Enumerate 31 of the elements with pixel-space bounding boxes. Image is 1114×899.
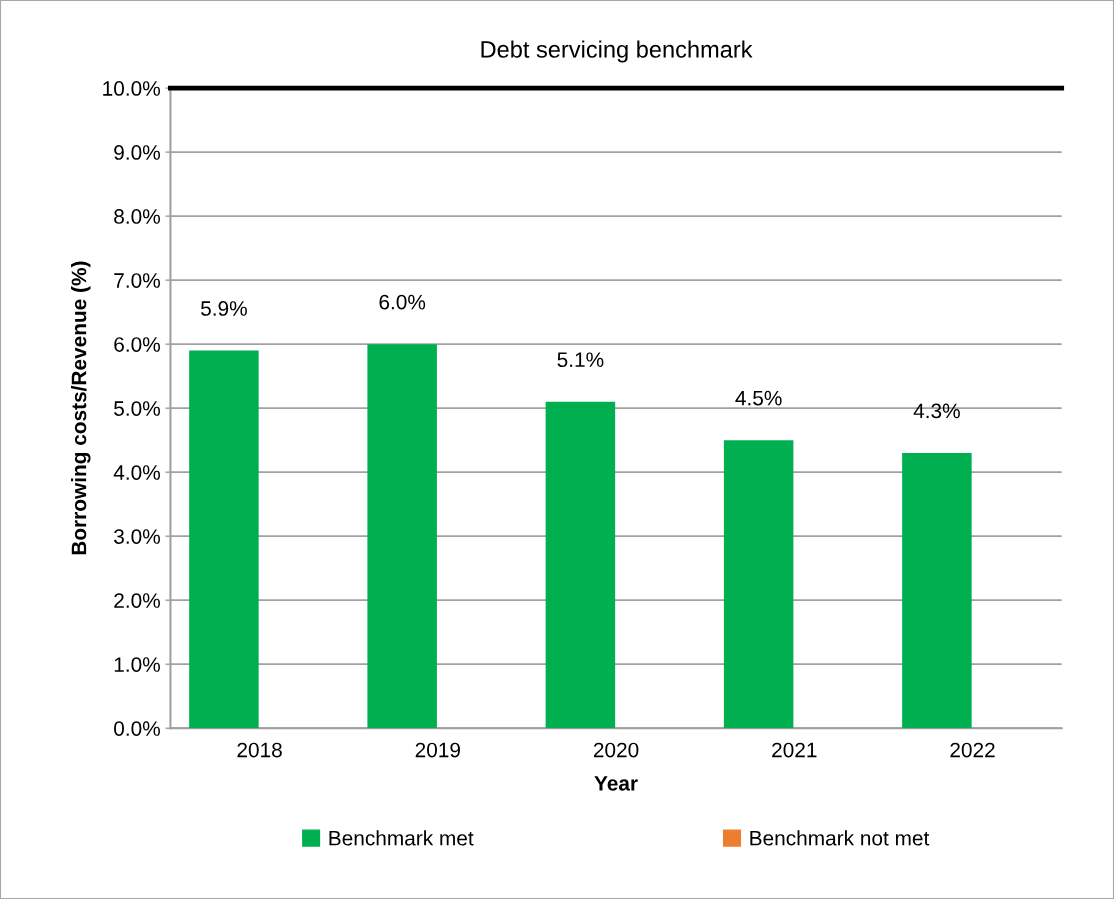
- y-tick-label: 0.0%: [114, 721, 160, 736]
- y-tick-label: 8.0%: [114, 209, 160, 224]
- data-label: 4.5%: [735, 390, 782, 406]
- y-tick-label: 5.0%: [114, 401, 160, 416]
- y-tick-label: 7.0%: [114, 273, 160, 288]
- y-tick-label: 6.0%: [114, 337, 160, 352]
- y-tick-label: 9.0%: [114, 145, 160, 160]
- x-tick-label: 2022: [950, 742, 995, 758]
- legend-label: Benchmark not met: [750, 830, 930, 846]
- y-tick-label: 3.0%: [114, 529, 160, 544]
- y-tick-label: 1.0%: [114, 657, 160, 672]
- y-axis-title: Borrowing costs/Revenue (%): [71, 261, 91, 555]
- y-tick-label: 2.0%: [114, 593, 160, 608]
- data-label: 4.3%: [913, 403, 960, 419]
- chart-title: Debt servicing benchmark: [481, 40, 753, 63]
- bar: [723, 440, 794, 729]
- x-axis-title: Year: [594, 776, 638, 791]
- data-label: 5.9%: [201, 301, 247, 316]
- x-tick-label: 2019: [415, 742, 460, 758]
- x-tick-label: 2020: [593, 742, 639, 758]
- bar: [367, 344, 437, 729]
- bar: [189, 350, 259, 729]
- data-label: 6.0%: [379, 294, 426, 310]
- x-tick-label: 2021: [772, 742, 817, 758]
- x-tick-label: 2018: [237, 742, 282, 758]
- y-tick-label: 4.0%: [113, 465, 160, 480]
- y-tick-label: 10.0%: [103, 81, 160, 96]
- bar: [902, 452, 972, 729]
- legend-label: Benchmark met: [329, 830, 474, 846]
- bar: [545, 401, 616, 729]
- data-label: 5.1%: [557, 352, 604, 368]
